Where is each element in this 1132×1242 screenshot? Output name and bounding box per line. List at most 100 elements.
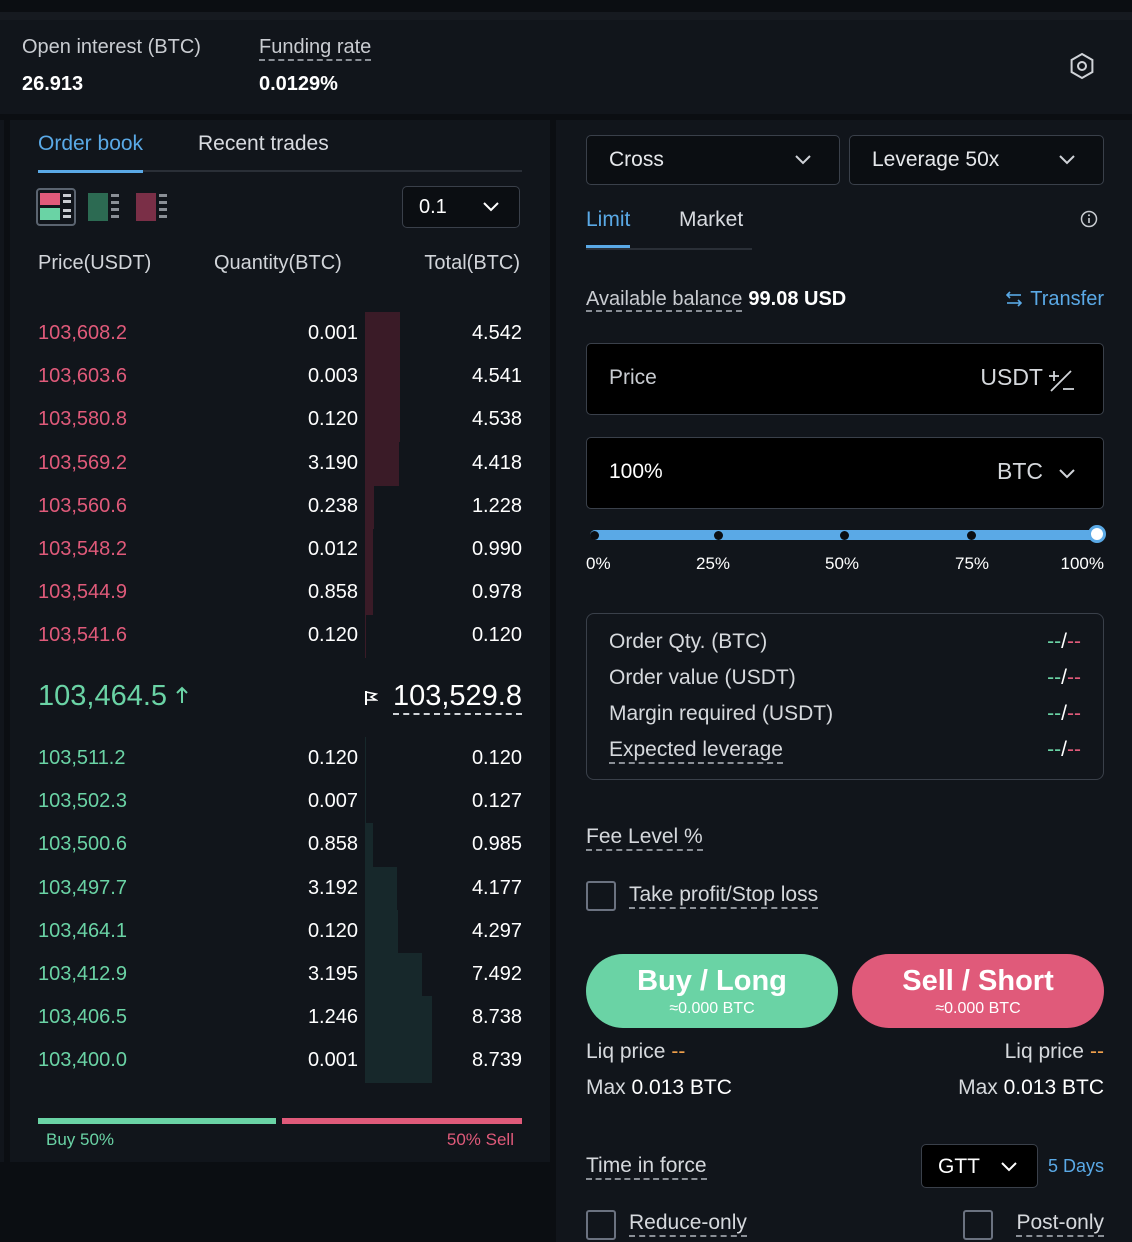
open-interest-label: Open interest (BTC)	[22, 36, 201, 58]
funding-rate-label[interactable]: Funding rate	[259, 36, 372, 61]
post-only-checkbox[interactable]	[963, 1210, 993, 1240]
bid-row[interactable]: 103,412.9 3.195 7.492	[38, 961, 522, 991]
trade-panel: Cross Leverage 50x Limit Market Availabl…	[556, 120, 1132, 1242]
sell-ratio-bar	[282, 1118, 522, 1124]
ask-total: 0.990	[471, 538, 522, 560]
ask-price: 103,544.9	[38, 581, 127, 604]
sell-short-label: Sell / Short	[902, 965, 1054, 997]
bid-total: 4.177	[471, 876, 522, 899]
post-only-label[interactable]: Post-only	[1016, 1211, 1104, 1237]
bid-total: 8.738	[471, 1006, 522, 1029]
funding-rate[interactable]: Funding rate 0.0129%	[259, 36, 372, 96]
reduce-only-label[interactable]: Reduce-only	[629, 1211, 747, 1237]
bid-row[interactable]: 103,406.5 1.246 8.738	[38, 1004, 522, 1034]
bid-total: 0.120	[471, 747, 522, 769]
ask-row[interactable]: 103,603.6 0.003 4.541	[38, 363, 522, 393]
gtt-days-link[interactable]: 5 Days	[1047, 1156, 1104, 1176]
available-balance: Available balance 99.08 USD	[586, 288, 846, 312]
sell-ratio-label: 50% Sell	[446, 1130, 514, 1149]
ask-row[interactable]: 103,544.9 0.858 0.978	[38, 579, 522, 609]
sell-short-button[interactable]: Sell / Short ≈0.000 BTC	[852, 954, 1104, 1028]
ask-row[interactable]: 103,560.6 0.238 1.228	[38, 493, 522, 523]
bid-row[interactable]: 103,511.2 0.120 0.120	[38, 745, 522, 775]
tab-recent-trades[interactable]: Recent trades	[198, 132, 329, 155]
tab-market[interactable]: Market	[679, 208, 744, 231]
ask-row[interactable]: 103,548.2 0.012 0.990	[38, 536, 522, 566]
swap-icon	[1006, 291, 1023, 307]
ask-qty: 0.120	[307, 408, 358, 431]
bid-row[interactable]: 103,400.0 0.001 8.739	[38, 1047, 522, 1077]
bid-price: 103,464.1	[38, 919, 127, 942]
bid-qty: 0.007	[307, 790, 358, 813]
transfer-button[interactable]: Transfer	[1006, 288, 1104, 311]
margin-mode-select[interactable]: Cross	[586, 135, 840, 185]
slider-stop-50[interactable]	[840, 531, 849, 540]
tab-order-book[interactable]: Order book	[38, 132, 144, 173]
bid-row[interactable]: 103,502.3 0.007 0.127	[38, 788, 522, 818]
bid-depth-bar	[365, 909, 398, 954]
ask-row[interactable]: 103,580.8 0.120 4.538	[38, 406, 522, 436]
info-icon[interactable]	[1080, 210, 1098, 228]
mark-price[interactable]: 103,529.8	[392, 680, 522, 715]
buy-ratio-label: Buy 50%	[46, 1130, 115, 1149]
slider-knob[interactable]	[1088, 525, 1106, 543]
order-type-tabs: Limit Market	[586, 206, 752, 250]
bid-row[interactable]: 103,497.7 3.192 4.177	[38, 875, 522, 905]
ask-total: 0.978	[471, 581, 522, 604]
slider-label-25: 25%	[696, 554, 731, 573]
ask-row[interactable]: 103,569.2 3.190 4.418	[38, 450, 522, 480]
chevron-down-icon	[795, 155, 811, 165]
time-in-force-select[interactable]: GTT	[921, 1144, 1038, 1188]
bid-row[interactable]: 103,464.1 0.120 4.297	[38, 918, 522, 948]
size-slider[interactable]: 0% 25% 50% 75% 100%	[586, 524, 1106, 573]
bid-depth-bar	[365, 823, 373, 868]
bid-depth-bar	[365, 737, 366, 781]
bid-qty: 3.192	[307, 876, 358, 899]
buy-max: Max 0.013 BTC	[586, 1076, 732, 1099]
settings-icon[interactable]	[1068, 52, 1096, 80]
ask-qty: 0.238	[307, 494, 358, 517]
bid-depth-bar	[365, 866, 397, 911]
available-balance-label[interactable]: Available balance	[586, 288, 743, 312]
leverage-select[interactable]: Leverage 50x	[849, 135, 1104, 185]
chevron-down-icon[interactable]	[1059, 469, 1075, 479]
ask-depth-bar	[365, 614, 366, 659]
ask-total: 4.542	[471, 322, 522, 344]
col-total-header: Total(BTC)	[424, 252, 520, 274]
leverage-text: Leverage 50x	[872, 148, 1000, 171]
bid-price: 103,502.3	[38, 790, 127, 813]
buy-long-button[interactable]: Buy / Long ≈0.000 BTC	[586, 954, 838, 1028]
both-sides-view-icon[interactable]	[36, 188, 76, 226]
reduce-only-checkbox[interactable]	[586, 1210, 616, 1240]
ask-row[interactable]: 103,541.6 0.120 0.120	[38, 622, 522, 652]
tpsl-checkbox[interactable]	[586, 881, 616, 911]
slider-label-0: 0%	[586, 554, 611, 573]
ask-row[interactable]: 103,608.2 0.001 4.542	[38, 320, 522, 350]
price-input[interactable]: Price USDT	[586, 343, 1104, 415]
size-value: 100%	[609, 460, 663, 483]
slider-stop-25[interactable]	[714, 531, 723, 540]
tpsl-label[interactable]: Take profit/Stop loss	[629, 883, 819, 909]
slider-stop-0[interactable]	[590, 531, 599, 540]
precision-select[interactable]: 0.1	[402, 186, 520, 228]
time-in-force-label[interactable]: Time in force	[586, 1154, 707, 1180]
ask-price: 103,560.6	[38, 494, 127, 517]
bids-only-view-icon[interactable]	[86, 190, 122, 224]
bid-price: 103,500.6	[38, 833, 127, 856]
arrow-up-icon	[176, 686, 188, 703]
plus-minus-icon[interactable]	[1049, 369, 1075, 393]
bid-row[interactable]: 103,500.6 0.858 0.985	[38, 831, 522, 861]
ask-total: 1.228	[471, 494, 522, 517]
fee-level[interactable]: Fee Level %	[586, 825, 703, 851]
sell-short-amount: ≈0.000 BTC	[935, 1000, 1021, 1017]
buy-long-amount: ≈0.000 BTC	[669, 1000, 755, 1017]
tab-limit[interactable]: Limit	[586, 208, 631, 248]
slider-stop-75[interactable]	[967, 531, 976, 540]
bid-qty: 0.001	[307, 1049, 358, 1072]
size-input[interactable]: 100% BTC	[586, 437, 1104, 509]
sell-max: Max 0.013 BTC	[958, 1076, 1104, 1099]
asks-only-view-icon[interactable]	[134, 190, 170, 224]
ask-total: 0.120	[471, 624, 522, 647]
bid-price: 103,511.2	[38, 747, 126, 769]
buy-sell-ratio: Buy 50% 50% Sell	[38, 1118, 522, 1158]
